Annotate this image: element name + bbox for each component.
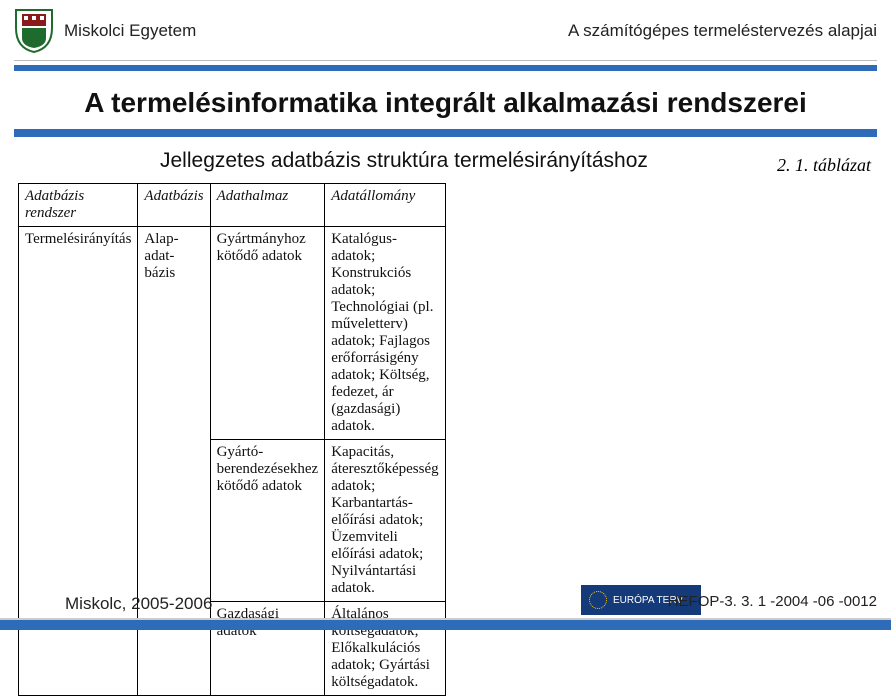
cell-dataset: Gyártmányhoz kötődő adatok: [210, 227, 325, 440]
footer-bar-blue: [0, 620, 891, 630]
title-underline-blue: [14, 129, 877, 137]
cell-datafile: Kapacitás, áteresztőképesség adatok; Kar…: [325, 440, 445, 602]
table-caption: 2. 1. táblázat: [777, 155, 871, 176]
university-crest-icon: [14, 8, 54, 54]
col-header-dataset: Adathalmaz: [210, 184, 325, 227]
header-left: Miskolci Egyetem: [14, 8, 196, 54]
header-divider-grey: [14, 60, 877, 61]
col-header-system: Adatbázis rendszer: [19, 184, 138, 227]
cell-datafile: Általános költségadatok; Előkalkulációs …: [325, 602, 445, 696]
page-title: A termelésinformatika integrált alkalmaz…: [14, 87, 877, 119]
course-name: A számítógépes termeléstervezés alapjai: [568, 21, 877, 41]
cell-dataset: Gazdasági adatok: [210, 602, 325, 696]
eu-stars-icon: [589, 591, 607, 609]
table-header-row: Adatbázis rendszer Adatbázis Adathalmaz …: [19, 184, 446, 227]
page-header: Miskolci Egyetem A számítógépes termelés…: [0, 0, 891, 60]
header-divider-blue: [14, 65, 877, 71]
table-caption-text: 2. 1. táblázat: [777, 155, 871, 175]
col-header-database: Adatbázis: [138, 184, 210, 227]
col-header-datafile: Adatállomány: [325, 184, 445, 227]
table-row: Termelésirányítás Alap-adat-bázis Gyártm…: [19, 227, 446, 440]
hefop-code: HEFOP-3. 3. 1 -2004 -06 -0012: [668, 593, 877, 610]
footer-date-location: Miskolc, 2005-2006: [65, 594, 212, 614]
cell-dataset: Gyártó-berendezésekhez kötődő adatok: [210, 440, 325, 602]
cell-datafile: Katalógus-adatok; Konstrukciós adatok; T…: [325, 227, 445, 440]
university-name: Miskolci Egyetem: [64, 21, 196, 41]
